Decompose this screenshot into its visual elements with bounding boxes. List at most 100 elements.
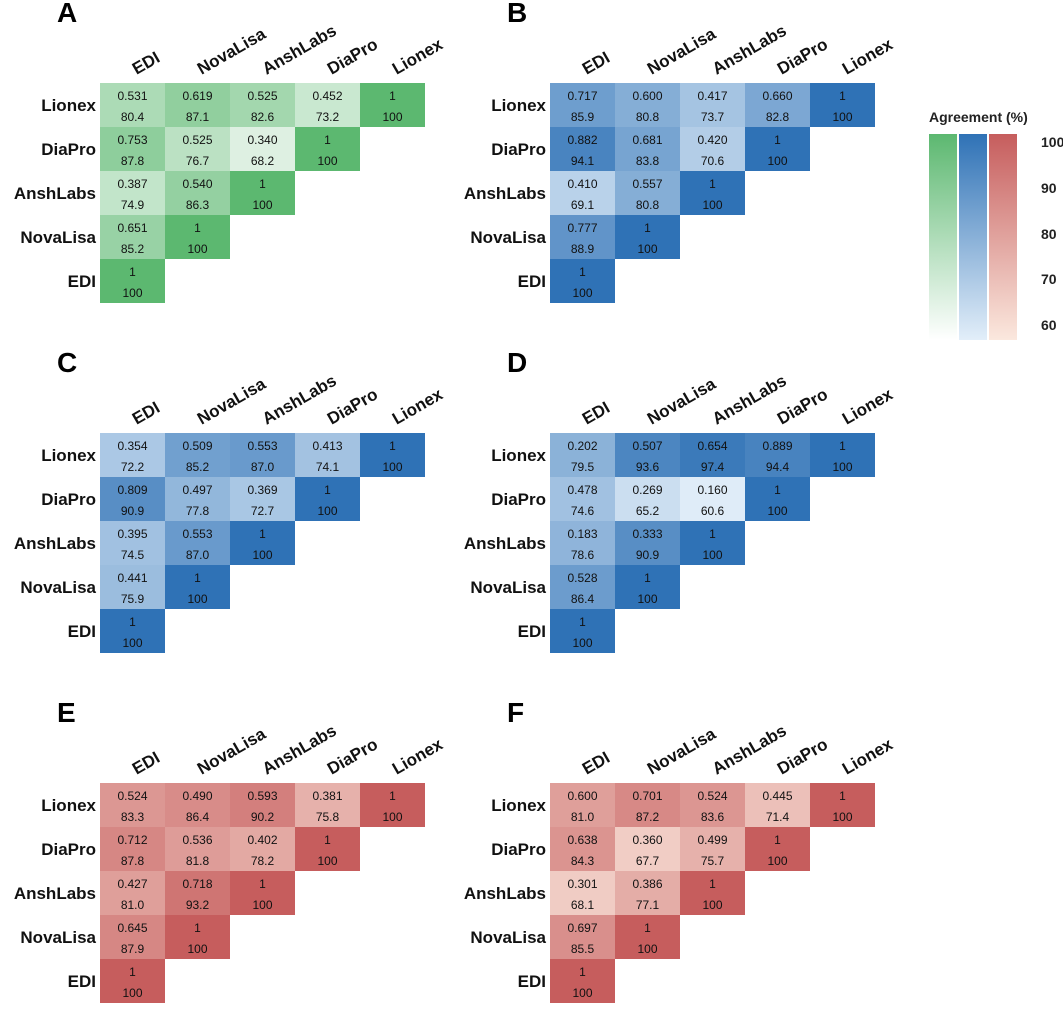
panel-letter: E [57,697,76,728]
heatmap-cell [100,871,165,915]
cell-kappa: 0.478 [567,483,597,497]
heatmap-cell [230,127,295,171]
row-label: DiaPro [41,140,96,159]
cell-kappa: 0.354 [117,439,147,453]
cell-agreement: 60.6 [701,504,725,518]
heatmap-cell [100,477,165,521]
row-label: NovaLisa [20,228,96,247]
cell-agreement: 100 [382,460,402,474]
heatmap-cell [745,433,810,477]
cell-kappa: 1 [194,221,201,235]
row-label: Lionex [491,796,546,815]
cell-agreement: 81.0 [121,898,145,912]
heatmap-cell [550,783,615,827]
column-label: Lionex [389,384,446,428]
diagonal-cell [550,609,615,653]
color-legend: Agreement (%) 100 90 80 70 60 [925,103,1063,343]
cell-agreement: 100 [382,110,402,124]
column-label: EDI [129,398,163,429]
diagonal-cell [165,565,230,609]
cell-kappa: 1 [129,615,136,629]
cell-kappa: 0.269 [632,483,662,497]
cell-agreement: 100 [572,986,592,1000]
heatmap-cell [550,477,615,521]
column-label: Lionex [839,384,896,428]
cell-kappa: 1 [644,921,651,935]
cell-agreement: 69.1 [571,198,595,212]
cell-kappa: 0.524 [117,789,147,803]
heatmap-cell [550,871,615,915]
diagonal-cell [165,915,230,959]
row-label: DiaPro [491,840,546,859]
diagonal-cell [615,215,680,259]
cell-agreement: 83.3 [121,810,145,824]
cell-kappa: 0.202 [567,439,597,453]
heatmap-cell [615,83,680,127]
heatmap-cell [615,783,680,827]
cell-kappa: 1 [259,177,266,191]
heatmap-cell [550,433,615,477]
legend-bar-green [929,134,957,340]
row-label: DiaPro [491,140,546,159]
panel-c: C EDI NovaLisa AnshLabs DiaPro Lionex Lionex D… [14,347,555,685]
heatmap-cell [230,83,295,127]
cell-kappa: 0.882 [567,133,597,147]
legend-title: Agreement (%) [929,109,1028,125]
column-label: NovaLisa [644,374,719,429]
heatmap-cell [680,83,745,127]
cell-agreement: 100 [637,942,657,956]
cell-kappa: 0.681 [632,133,662,147]
cell-agreement: 100 [702,548,722,562]
cell-kappa: 0.717 [567,89,597,103]
column-label: Lionex [839,734,896,778]
cell-agreement: 80.8 [636,198,660,212]
cell-kappa: 1 [389,89,396,103]
cell-agreement: 100 [317,154,337,168]
cell-agreement: 78.6 [571,548,595,562]
column-label: EDI [579,398,613,429]
cell-kappa: 1 [774,483,781,497]
cell-kappa: 1 [644,221,651,235]
heatmap-cell [100,915,165,959]
cell-kappa: 0.301 [567,877,597,891]
cell-kappa: 0.507 [632,439,662,453]
cell-kappa: 0.645 [117,921,147,935]
column-label: NovaLisa [194,724,269,779]
heatmap-cell [550,827,615,871]
cell-agreement: 87.9 [121,942,145,956]
row-label: EDI [518,972,546,991]
row-label: DiaPro [491,490,546,509]
cell-agreement: 77.8 [186,504,210,518]
panel-e: E EDI NovaLisa AnshLabs DiaPro Lionex Lionex D… [14,697,555,1035]
diagonal-cell [100,259,165,303]
cell-agreement: 87.2 [636,810,660,824]
cell-kappa: 1 [709,177,716,191]
cell-agreement: 100 [317,504,337,518]
cell-kappa: 0.600 [632,89,662,103]
row-label: EDI [68,972,96,991]
row-label: AnshLabs [464,534,546,553]
row-label: NovaLisa [20,578,96,597]
diagonal-cell [295,827,360,871]
cell-kappa: 0.660 [762,89,792,103]
column-label: EDI [129,748,163,779]
cell-agreement: 75.7 [701,854,725,868]
cell-agreement: 100 [702,198,722,212]
cell-kappa: 0.619 [182,89,212,103]
cell-agreement: 100 [767,154,787,168]
cell-agreement: 100 [252,898,272,912]
panel-a: A EDI NovaLisa AnshLabs DiaPro Lionex Lionex D… [14,0,555,335]
heatmap-cell [550,83,615,127]
cell-agreement: 87.0 [251,460,275,474]
heatmap-cell [100,127,165,171]
cell-kappa: 1 [579,965,586,979]
diagonal-cell [230,521,295,565]
cell-agreement: 70.6 [701,154,725,168]
heatmap-cell [165,83,230,127]
cell-kappa: 0.381 [312,789,342,803]
panel-b: B EDI NovaLisa AnshLabs DiaPro Lionex Lionex D… [464,0,1005,335]
heatmap-cell [615,871,680,915]
cell-agreement: 87.0 [186,548,210,562]
